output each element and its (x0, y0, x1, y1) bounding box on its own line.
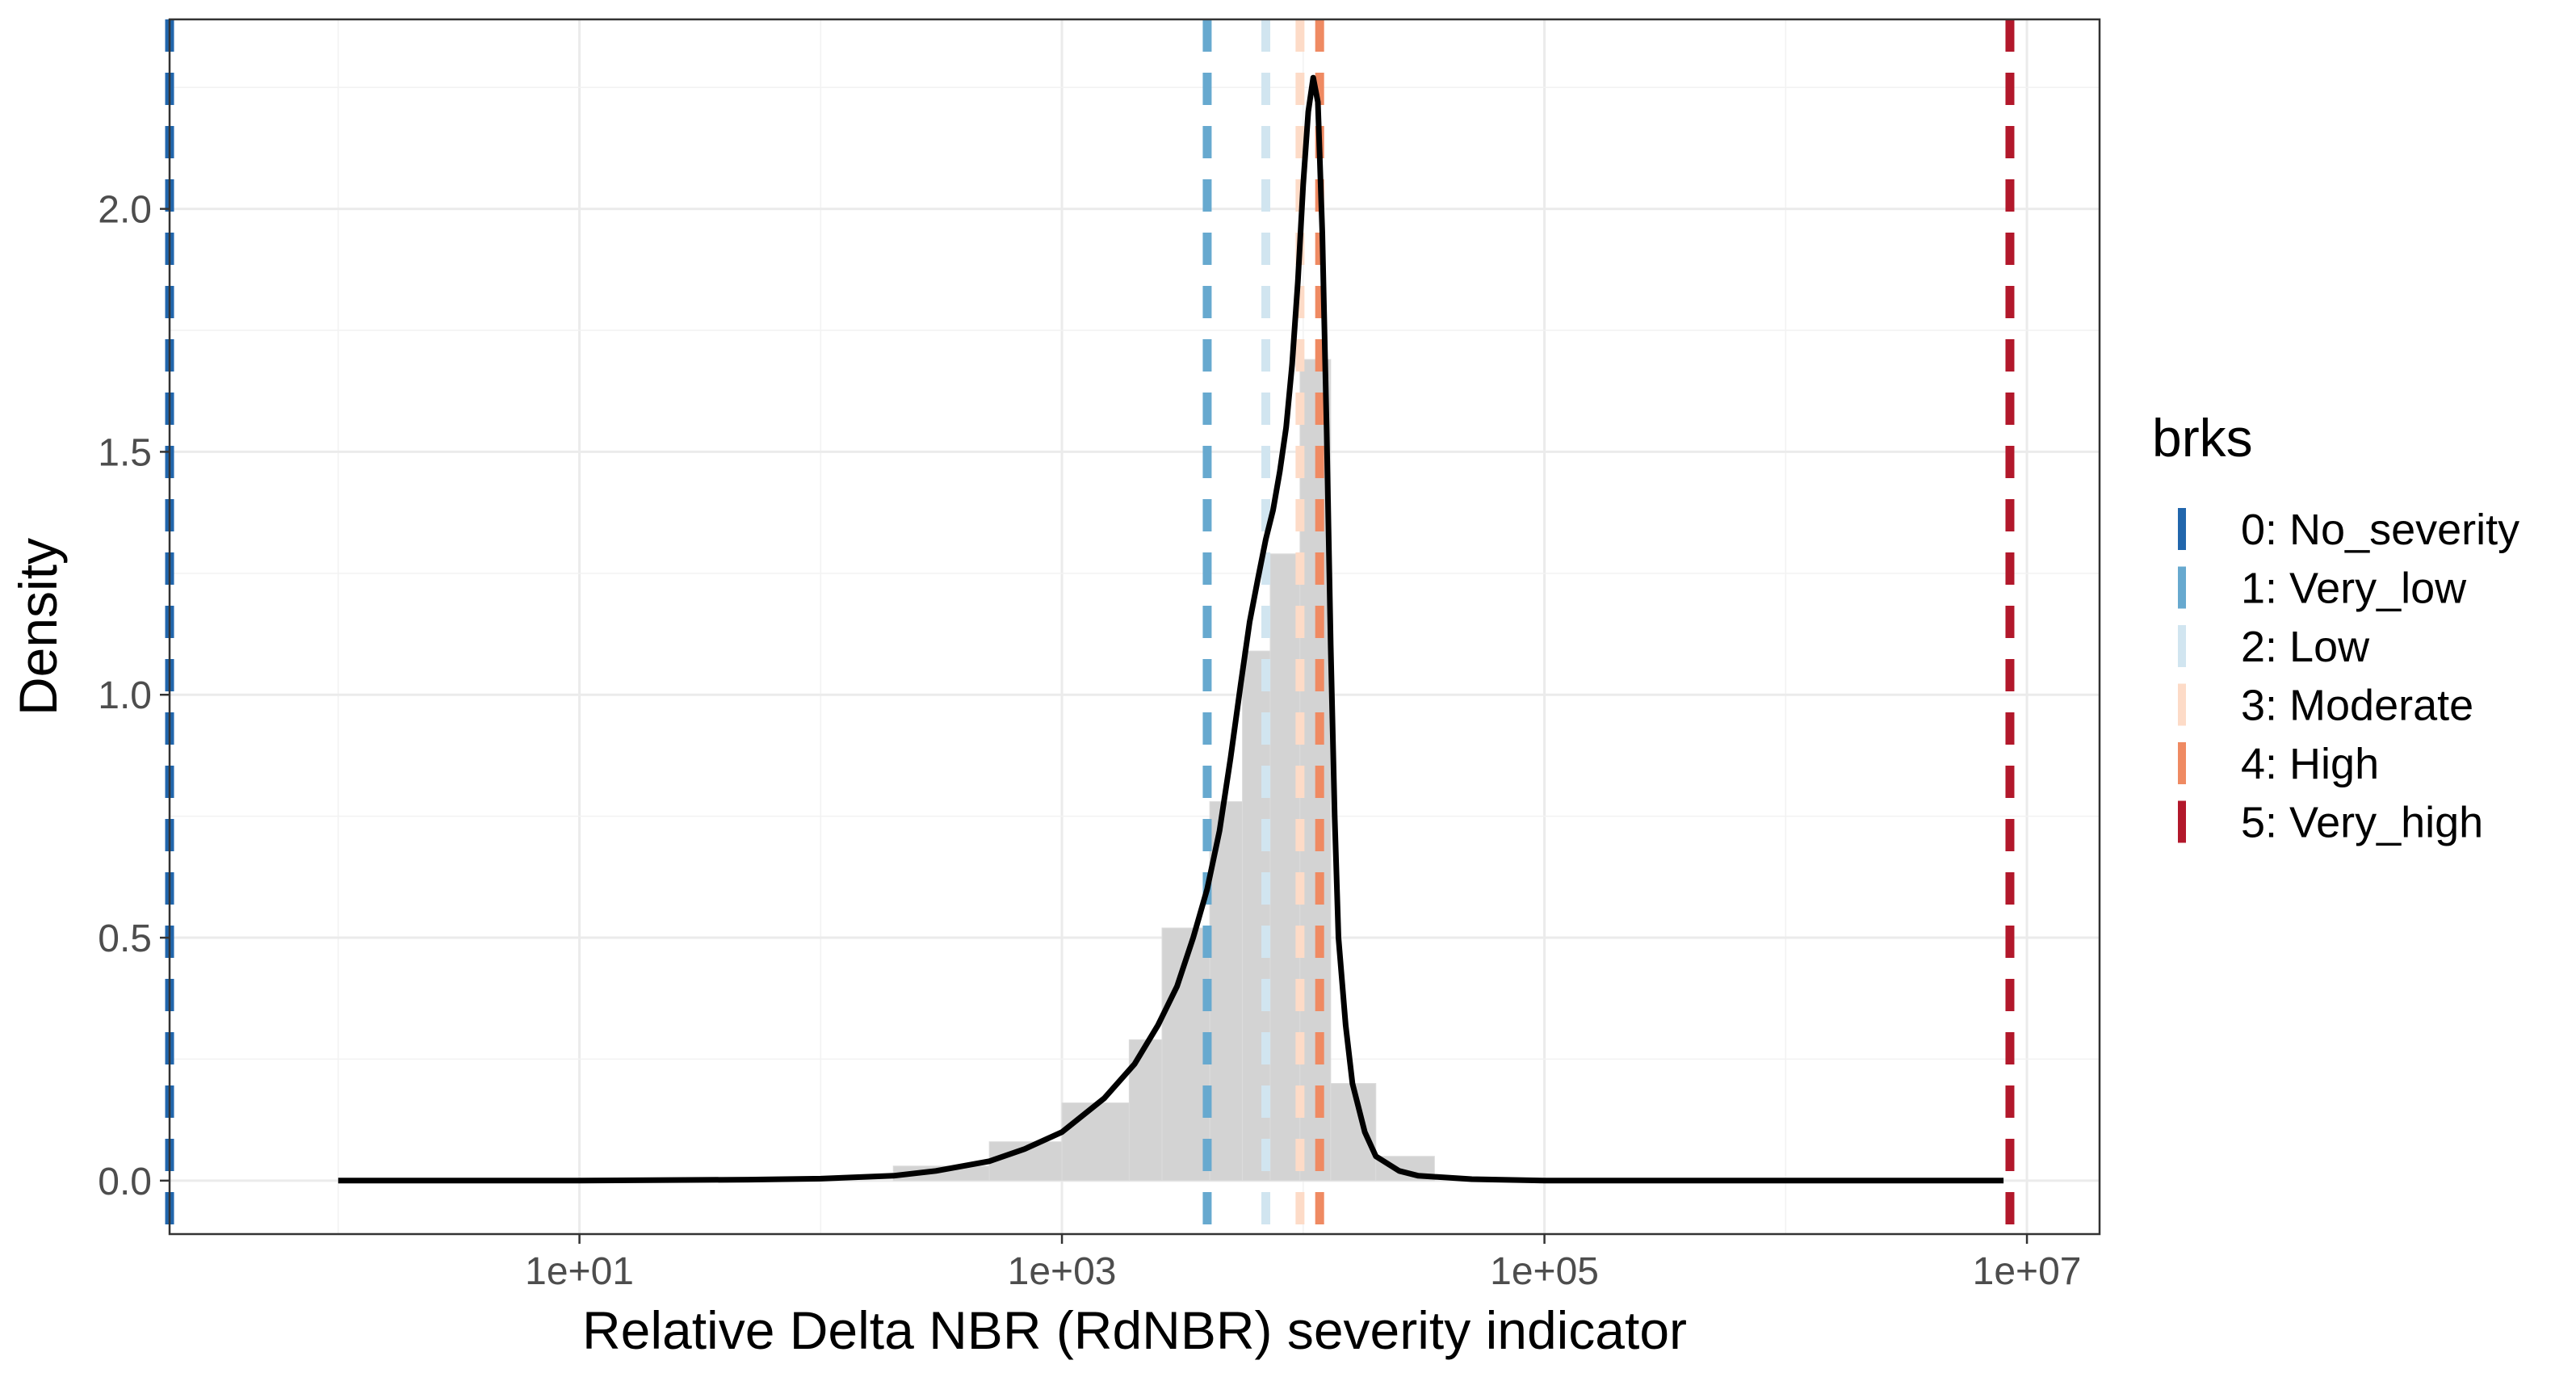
histogram-bar (1061, 1102, 1130, 1182)
histogram-bar (1269, 553, 1301, 1182)
y-tick-label: 1.5 (98, 431, 152, 474)
legend-label: 2: Low (2241, 623, 2370, 671)
legend-label: 3: Moderate (2241, 682, 2473, 730)
y-axis-title: Density (8, 538, 68, 716)
histogram-bar (1161, 927, 1210, 1182)
y-tick-label: 2.0 (98, 189, 152, 232)
x-tick-label: 1e+07 (1973, 1250, 2082, 1293)
legend-key (2178, 625, 2186, 667)
y-tick-label: 0.5 (98, 917, 152, 960)
legend-key (2178, 742, 2186, 784)
legend-key (2178, 800, 2186, 843)
legend-label: 0: No_severity (2241, 506, 2519, 554)
y-axis-ticks: 0.0 0.5 1.0 1.5 2.0 (98, 189, 170, 1203)
density-curve-layer (338, 74, 2004, 1184)
legend: brks 0: No_severity 1: Very_low 2: Low 3: M… (2152, 408, 2519, 847)
y-tick-label: 1.0 (98, 674, 152, 717)
histogram-bars (892, 359, 1435, 1182)
legend-items: 0: No_severity 1: Very_low 2: Low 3: Modera… (2178, 506, 2519, 847)
legend-label: 5: Very_high (2241, 799, 2483, 847)
histogram-bar (1330, 1083, 1377, 1182)
panel-border (168, 18, 2101, 1236)
grid-lines (170, 19, 2100, 1234)
legend-key (2178, 508, 2186, 550)
x-tick-label: 1e+05 (1490, 1250, 1599, 1293)
x-tick-label: 1e+03 (1008, 1250, 1117, 1293)
legend-label: 4: High (2241, 740, 2379, 788)
legend-key (2178, 566, 2186, 609)
severity-break-lines (165, 19, 2015, 1234)
legend-key (2178, 683, 2186, 726)
x-axis-ticks: 1e+01 1e+03 1e+05 1e+07 (525, 1234, 2081, 1293)
legend-label: 1: Very_low (2241, 565, 2467, 613)
x-axis-title: Relative Delta NBR (RdNBR) severity indi… (582, 1300, 1687, 1360)
density-curve (338, 74, 2004, 1184)
x-tick-label: 1e+01 (525, 1250, 634, 1293)
y-tick-label: 0.0 (98, 1161, 152, 1203)
legend-title: brks (2152, 408, 2253, 468)
